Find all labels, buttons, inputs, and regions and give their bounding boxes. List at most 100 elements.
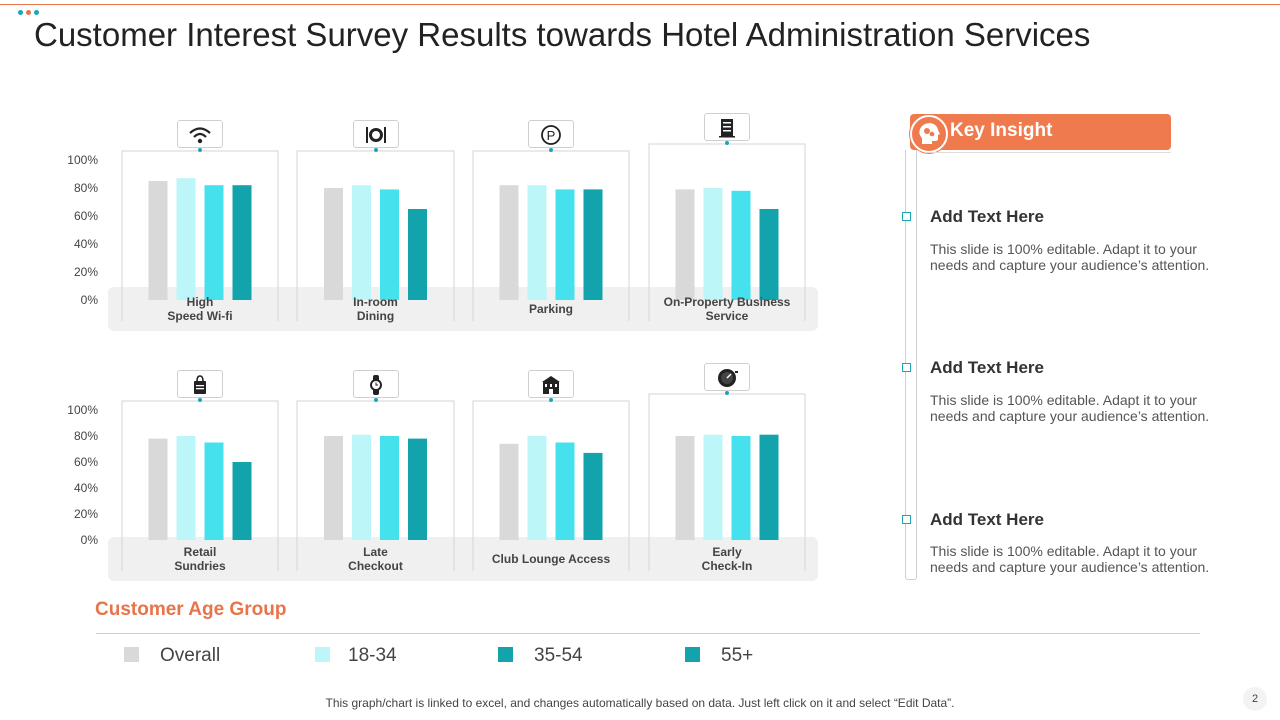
y-tick-label: 100% xyxy=(67,403,98,417)
survey-bar-chart: 0% 20% 40% 60% 80% 100% 0% 20% 40% 60% 80% 100% High… xyxy=(67,143,818,581)
icon-connector-dot xyxy=(725,141,729,145)
y-tick-label: 0% xyxy=(81,293,99,307)
bar-overall xyxy=(675,436,695,540)
decorative-dots xyxy=(18,2,42,20)
legend-swatch-55-plus xyxy=(685,647,700,662)
bar-18-34 xyxy=(352,185,371,300)
insight-divider xyxy=(925,152,1171,153)
y-tick-label: 40% xyxy=(74,481,98,495)
bar-18-34 xyxy=(703,188,723,300)
bar-35-54 xyxy=(731,436,751,540)
bar-55-plus xyxy=(583,452,603,540)
bar-18-34 xyxy=(703,434,723,540)
category-label: Sundries xyxy=(174,559,226,573)
bar-35-54 xyxy=(731,190,751,300)
building-icon xyxy=(528,370,574,398)
footer-note: This graph/chart is linked to excel, and… xyxy=(325,696,955,710)
legend-title: Customer Age Group xyxy=(95,599,287,620)
document-icon xyxy=(704,113,750,141)
icon-connector-dot xyxy=(549,148,553,152)
bar-overall xyxy=(148,181,168,300)
legend-label-55-plus: 55+ xyxy=(721,645,754,666)
insight-item-2-title: Add Text Here xyxy=(930,358,1044,377)
bar-18-34 xyxy=(527,436,547,540)
category-label: Early xyxy=(712,545,742,559)
key-insight-title: Key Insight xyxy=(950,120,1053,141)
category-band-1 xyxy=(108,287,818,331)
category-label: Retail xyxy=(184,545,217,559)
category-label: Late xyxy=(363,545,388,559)
legend-label-35-54: 35-54 xyxy=(534,645,583,666)
head-gears-icon xyxy=(910,115,948,153)
bar-overall xyxy=(324,188,343,300)
legend-swatch-overall xyxy=(124,647,139,662)
bar-overall xyxy=(499,443,519,540)
category-label: In-room xyxy=(353,295,398,309)
bar-55-plus xyxy=(759,209,779,300)
category-label: Club Lounge Access xyxy=(492,552,611,566)
y-tick-label: 60% xyxy=(74,455,98,469)
insight-item-1-text: This slide is 100% editable. Adapt it to… xyxy=(930,241,1210,273)
insight-item-2-text: This slide is 100% editable. Adapt it to… xyxy=(930,392,1210,424)
bar-overall xyxy=(675,189,695,300)
icon-connector-dot xyxy=(549,398,553,402)
category-label: Parking xyxy=(529,302,573,316)
insight-item-3-title: Add Text Here xyxy=(930,510,1044,529)
insight-item-3-text: This slide is 100% editable. Adapt it to… xyxy=(930,543,1210,575)
bar-18-34 xyxy=(176,436,196,540)
bar-55-plus xyxy=(408,438,427,540)
bar-35-54 xyxy=(380,436,399,540)
legend-label-overall: Overall xyxy=(160,645,221,666)
legend-divider xyxy=(96,633,1200,634)
icon-connector-dot xyxy=(198,148,202,152)
category-label: Check-In xyxy=(702,559,753,573)
category-label: Service xyxy=(706,309,749,323)
shopping-bag-icon xyxy=(177,370,223,398)
category-label: High xyxy=(187,295,214,309)
category-band-2 xyxy=(108,537,818,581)
page-title: Customer Interest Survey Results towards… xyxy=(34,16,1091,53)
bar-55-plus xyxy=(232,462,252,540)
legend-swatch-18-34 xyxy=(315,647,330,662)
bar-35-54 xyxy=(204,185,224,300)
y-tick-label: 80% xyxy=(74,181,98,195)
bar-18-34 xyxy=(176,178,196,300)
insight-item-1-title: Add Text Here xyxy=(930,207,1044,226)
category-label: Speed Wi-fi xyxy=(167,309,232,323)
bar-55-plus xyxy=(583,189,603,300)
insight-marker-2 xyxy=(902,363,911,372)
bar-55-plus xyxy=(759,434,779,540)
top-accent-line xyxy=(0,4,1280,5)
bar-overall xyxy=(324,436,343,540)
insight-marker-3 xyxy=(902,515,911,524)
y-tick-label: 40% xyxy=(74,237,98,251)
legend-swatch-35-54 xyxy=(498,647,513,662)
bar-35-54 xyxy=(555,442,575,540)
y-tick-label: 20% xyxy=(74,507,98,521)
watch-icon xyxy=(352,370,399,398)
icon-connector-dot xyxy=(725,391,729,395)
bar-overall xyxy=(499,185,519,300)
bar-18-34 xyxy=(527,185,547,300)
icon-connector-dot xyxy=(373,148,378,152)
y-tick-label: 60% xyxy=(74,209,98,223)
timer-icon xyxy=(704,363,750,391)
y-tick-label: 20% xyxy=(74,265,98,279)
bar-overall xyxy=(148,438,168,540)
bar-35-54 xyxy=(380,189,399,300)
y-tick-label: 80% xyxy=(74,429,98,443)
wifi-icon xyxy=(177,120,223,148)
page-number: 2 xyxy=(1243,687,1267,711)
y-tick-label: 100% xyxy=(67,153,98,167)
y-tick-label: 0% xyxy=(81,533,99,547)
legend-label-18-34: 18-34 xyxy=(348,645,397,666)
icon-connector-dot xyxy=(198,398,202,402)
bar-35-54 xyxy=(204,442,224,540)
category-label: Checkout xyxy=(348,559,403,573)
dining-icon xyxy=(352,120,399,148)
icon-connector-dot xyxy=(373,398,378,402)
bar-18-34 xyxy=(352,434,371,540)
category-label: Dining xyxy=(357,309,394,323)
parking-icon: P xyxy=(528,120,574,148)
bar-35-54 xyxy=(555,189,575,300)
